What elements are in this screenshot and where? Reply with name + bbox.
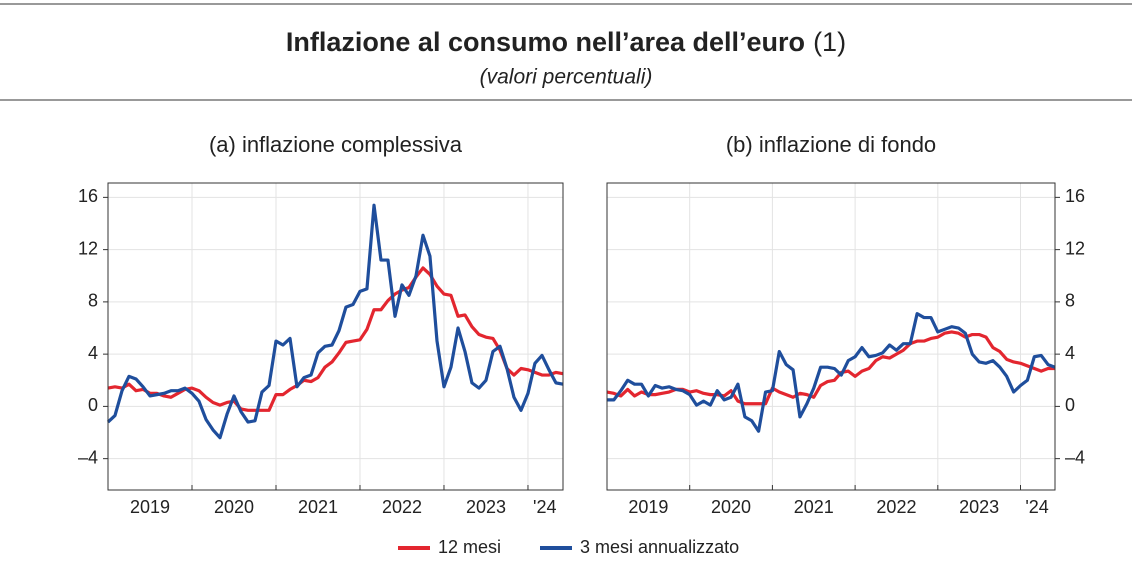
- chart-subtitle: (valori percentuali): [480, 66, 653, 89]
- y-tick-label: 4: [1065, 343, 1075, 363]
- x-tick-label: 2021: [298, 497, 338, 517]
- legend-label: 12 mesi: [438, 537, 501, 557]
- series-line: [106, 203, 564, 440]
- x-tick-label: 2019: [130, 497, 170, 517]
- plot-frame: [606, 182, 1056, 491]
- x-tick-label: 2023: [466, 497, 506, 517]
- y-tick-label: 12: [1065, 238, 1085, 258]
- series-line: [607, 312, 1056, 433]
- legend: 12 mesi 3 mesi annualizzato: [398, 537, 739, 557]
- y-tick-label: 4: [88, 343, 98, 363]
- x-tick-label: 2023: [959, 497, 999, 517]
- y-tick-label: –4: [1065, 447, 1085, 467]
- panel-title: (b) inflazione di fondo: [726, 132, 936, 157]
- title-main: Inflazione al consumo nell’area dell’eur…: [286, 27, 805, 57]
- x-tick-label: 2020: [214, 497, 254, 517]
- x-tick-label: 2022: [382, 497, 422, 517]
- y-tick-label: 8: [88, 291, 98, 311]
- panel-title: (a) inflazione complessiva: [209, 132, 463, 157]
- y-tick-label: 12: [78, 238, 98, 258]
- x-tick-label: 2022: [876, 497, 916, 517]
- y-tick-label: 16: [1065, 186, 1085, 206]
- title-note: (1): [813, 27, 846, 57]
- y-tick-label: 16: [78, 186, 98, 206]
- chart-title: Inflazione al consumo nell’area dell’eur…: [286, 27, 846, 57]
- x-tick-label: '24: [1025, 497, 1048, 517]
- x-tick-label: 2020: [711, 497, 751, 517]
- x-tick-label: '24: [533, 497, 556, 517]
- panels: (a) inflazione complessiva –4 0 4 8 12 16 2019 2…: [78, 132, 1085, 517]
- y-tick-label: 0: [88, 395, 98, 415]
- plot-frame: [107, 182, 564, 491]
- y-tick-label: 8: [1065, 291, 1075, 311]
- y-tick-label: 0: [1065, 395, 1075, 415]
- x-tick-label: 2019: [628, 497, 668, 517]
- y-tick-label: –4: [78, 447, 98, 467]
- legend-label: 3 mesi annualizzato: [580, 537, 739, 557]
- x-tick-label: 2021: [794, 497, 834, 517]
